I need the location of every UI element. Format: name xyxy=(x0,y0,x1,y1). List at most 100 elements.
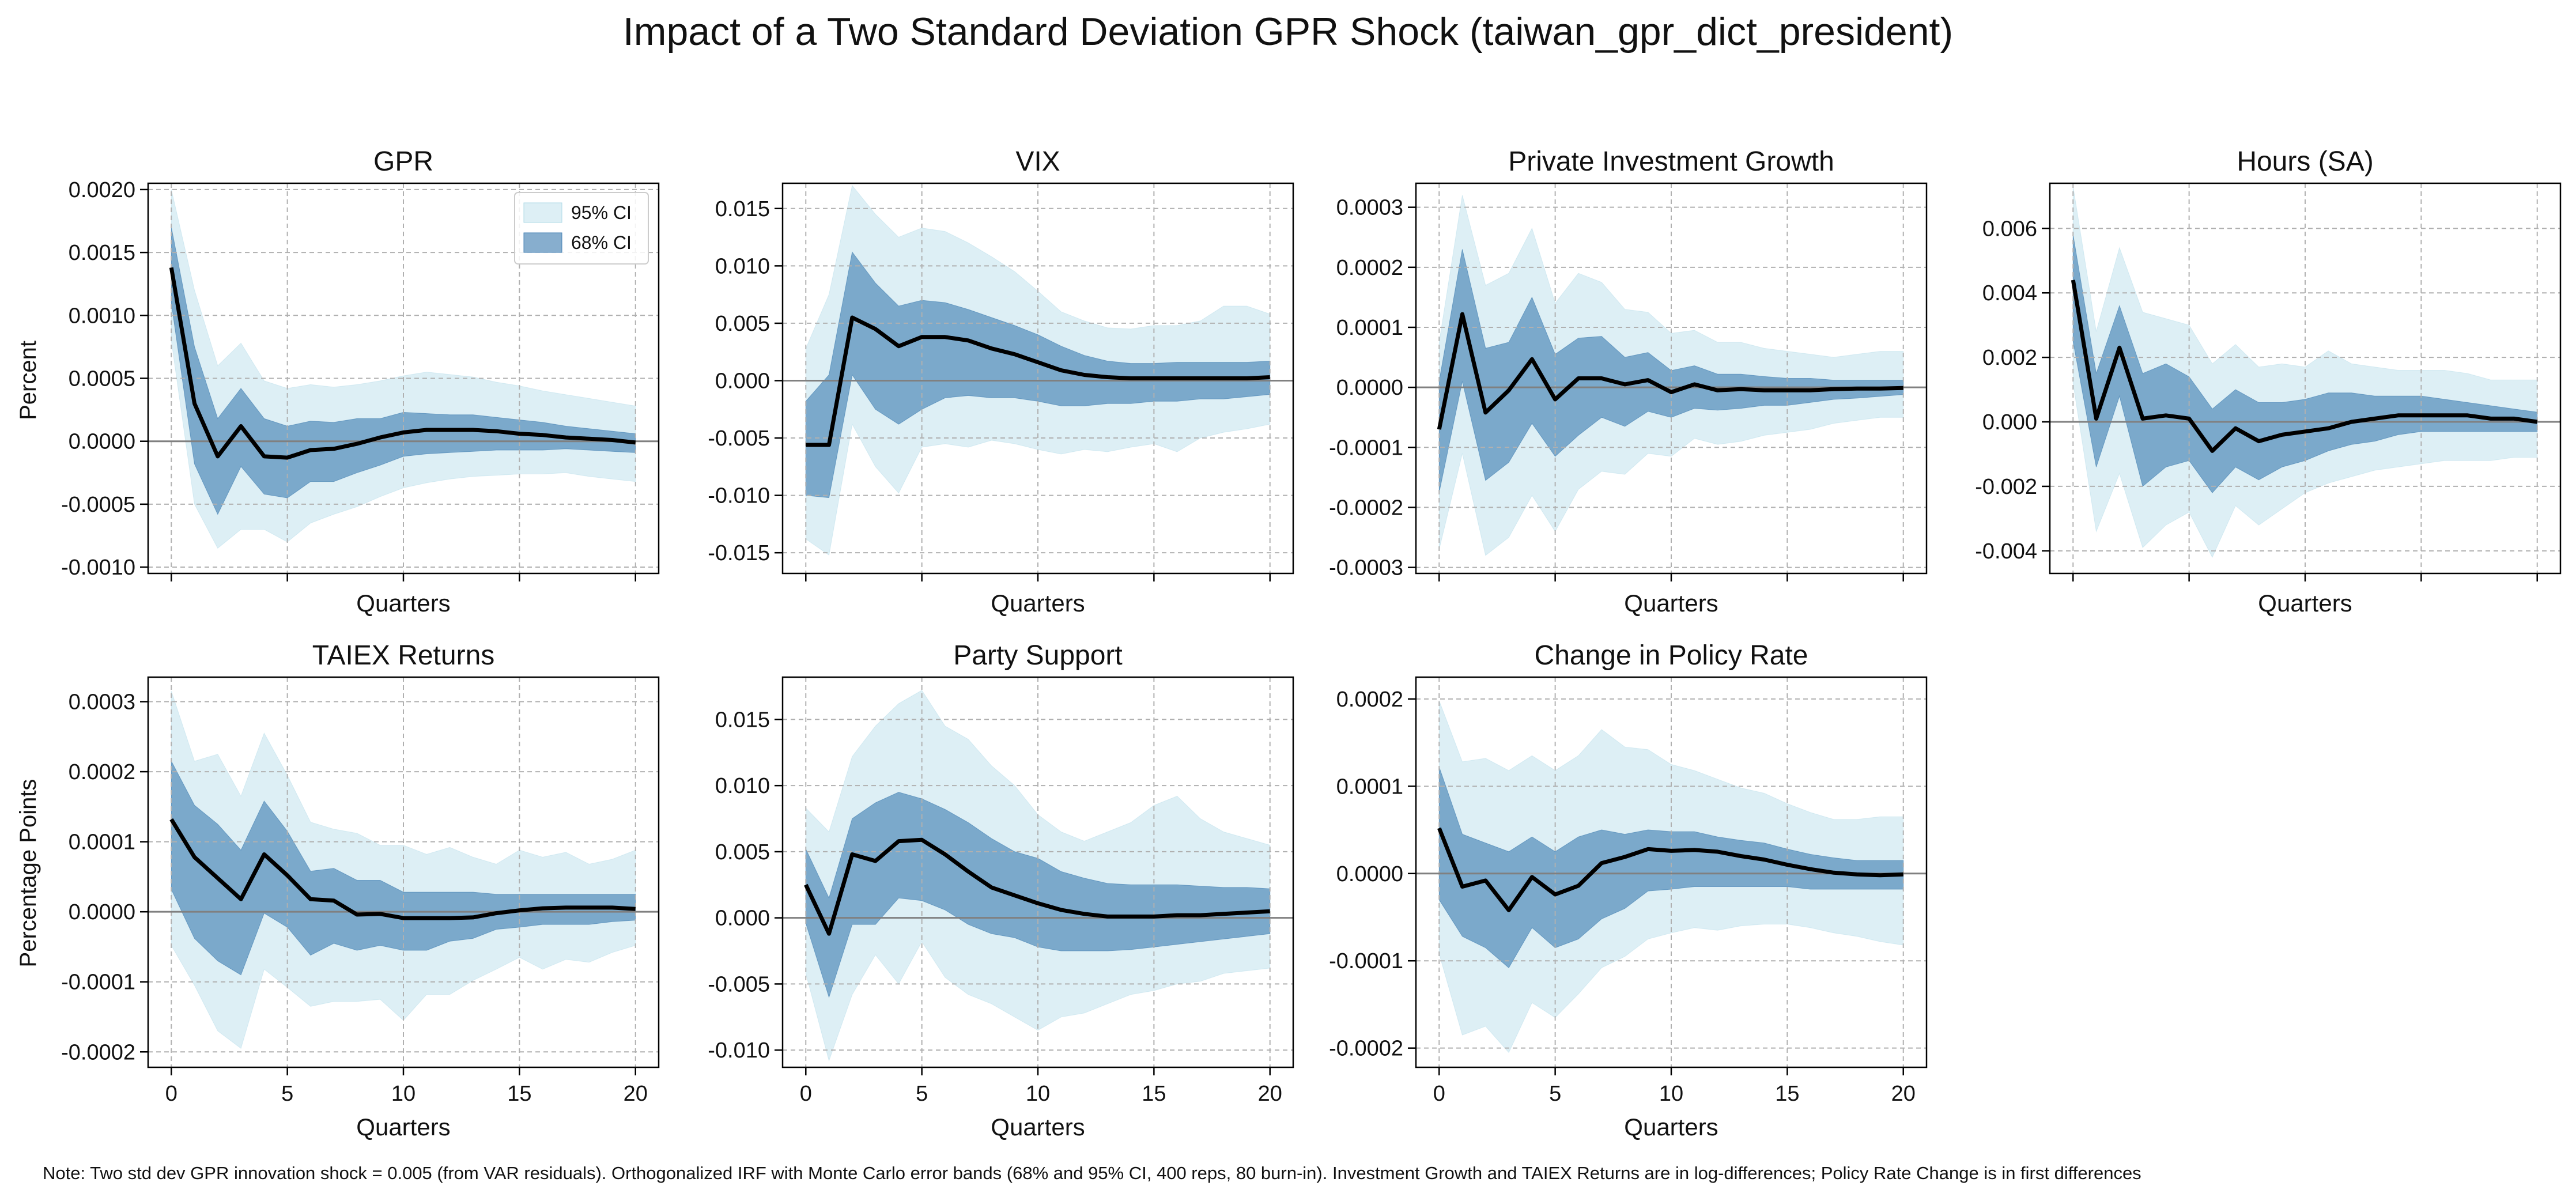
party-support-x-tick-label: 0 xyxy=(800,1082,812,1106)
change-in-policy-rate-y-tick-label: -0.0002 xyxy=(1329,1037,1403,1061)
legend-swatch-95-ci xyxy=(523,202,562,223)
gpr-title: GPR xyxy=(373,146,433,177)
gpr-y-tick-label: 0.0005 xyxy=(69,367,135,391)
figure-title: Impact of a Two Standard Deviation GPR S… xyxy=(623,10,1953,54)
taiex-returns-x-tick-label: 20 xyxy=(624,1082,648,1106)
change-in-policy-rate-y-tick-label: -0.0001 xyxy=(1329,949,1403,973)
taiex-returns-x-tick-label: 10 xyxy=(391,1082,416,1106)
change-in-policy-rate-x-tick-label: 0 xyxy=(1433,1082,1445,1106)
hours-sa-y-tick-label: -0.002 xyxy=(1975,475,2037,499)
change-in-policy-rate-irf-line xyxy=(1437,827,1903,912)
party-support-x-tick-label: 15 xyxy=(1142,1082,1166,1106)
party-support-y-tick-label: -0.005 xyxy=(708,972,770,996)
legend-swatch-68-ci xyxy=(523,232,562,253)
vix-y-tick-label: -0.015 xyxy=(708,541,770,565)
private-investment-growth-y-tick-label: 0.0001 xyxy=(1336,316,1403,340)
gpr-xlabel: Quarters xyxy=(356,590,450,617)
party-support-x-tick-label: 20 xyxy=(1258,1082,1282,1106)
private-investment-growth-y-tick-label: 0.0000 xyxy=(1336,376,1403,400)
taiex-returns-y-tick-label: 0.0001 xyxy=(69,830,135,855)
party-support-x-tick-label: 10 xyxy=(1026,1082,1050,1106)
change-in-policy-rate-x-tick-label: 5 xyxy=(1549,1082,1561,1106)
gpr-y-tick-label: 0.0020 xyxy=(69,178,135,202)
private-investment-growth-title: Private Investment Growth xyxy=(1508,146,1834,177)
taiex-returns-y-tick-label: 0.0002 xyxy=(69,760,135,784)
vix-y-tick-label: 0.010 xyxy=(715,254,770,278)
hours-sa-y-tick-label: 0.004 xyxy=(1982,281,2037,305)
change-in-policy-rate-x-tick-label: 15 xyxy=(1775,1082,1799,1106)
panel-private-investment-growth: -0.0003 -0.0002 -0.0001 0.0000 0.0001 0.0002 0… xyxy=(1329,146,1928,617)
party-support-y-tick-label: 0.000 xyxy=(715,907,770,931)
private-investment-growth-y-tick-label: -0.0003 xyxy=(1329,556,1403,580)
vix-y-tick-label: 0.005 xyxy=(715,312,770,336)
gpr-y-tick-label: 0.0010 xyxy=(69,304,135,328)
plot-area-private-investment-growth xyxy=(1416,183,1927,573)
vix-y-tick-label: -0.005 xyxy=(708,426,770,451)
vix-xlabel: Quarters xyxy=(991,590,1085,617)
plot-area-vix xyxy=(783,183,1293,573)
taiex-returns-y-tick-label: -0.0002 xyxy=(61,1040,135,1064)
taiex-returns-y-tick-label: -0.0001 xyxy=(61,970,135,995)
panel-gpr: -0.0010 -0.0005 0.0000 0.0005 0.0010 0.0015 0.… xyxy=(61,146,660,617)
taiex-returns-title: TAIEX Returns xyxy=(312,640,495,671)
taiex-returns-x-tick-label: 5 xyxy=(281,1082,293,1106)
change-in-policy-rate-y-tick-label: 0.0001 xyxy=(1336,775,1403,799)
taiex-returns-irf-line xyxy=(169,818,636,920)
legend-label-95-ci: 95% CI xyxy=(571,202,632,223)
change-in-policy-rate-title: Change in Policy Rate xyxy=(1535,640,1808,671)
party-support-y-tick-label: 0.010 xyxy=(715,774,770,798)
hours-sa-title: Hours (SA) xyxy=(2237,146,2373,177)
hours-sa-irf-line xyxy=(2071,280,2538,453)
panel-party-support: 0 5 10 15 20 -0.010 -0.005 0.000 0.005 0.010 0.015… xyxy=(708,640,1294,1140)
taiex-returns-y-tick-label: 0.0000 xyxy=(69,900,135,924)
plot-area-party-support xyxy=(783,677,1293,1067)
party-support-y-tick-label: 0.005 xyxy=(715,840,770,864)
panel-vix: -0.015 -0.010 -0.005 0.000 0.005 0.010 0.015 VI… xyxy=(708,146,1294,617)
change-in-policy-rate-y-tick-label: 0.0000 xyxy=(1336,862,1403,886)
legend-label-68-ci: 68% CI xyxy=(571,232,632,253)
vix-y-tick-label: 0.000 xyxy=(715,369,770,393)
party-support-xlabel: Quarters xyxy=(991,1113,1085,1140)
figure-note: Note: Two std dev GPR innovation shock =… xyxy=(43,1163,2141,1183)
change-in-policy-rate-y-tick-label: 0.0002 xyxy=(1336,688,1403,712)
taiex-returns-x-tick-label: 15 xyxy=(507,1082,531,1106)
gpr-y-tick-label: -0.0005 xyxy=(61,493,135,517)
hours-sa-y-tick-label: 0.006 xyxy=(1982,217,2037,241)
change-in-policy-rate-xlabel: Quarters xyxy=(1624,1113,1718,1140)
vix-y-tick-label: 0.015 xyxy=(715,197,770,221)
party-support-x-tick-label: 5 xyxy=(916,1082,928,1106)
vix-y-tick-label: -0.010 xyxy=(708,484,770,508)
plot-area-hours-sa xyxy=(2050,183,2560,573)
gpr-y-tick-label: -0.0010 xyxy=(61,556,135,580)
private-investment-growth-y-tick-label: 0.0003 xyxy=(1336,196,1403,220)
hours-sa-xlabel: Quarters xyxy=(2258,590,2352,617)
row-ylabel-percent: Percent xyxy=(16,341,41,420)
panel-change-in-policy-rate: 0 5 10 15 20 -0.0002 -0.0001 0.0000 0.0001 0.0002… xyxy=(1329,640,1928,1140)
change-in-policy-rate-x-tick-label: 20 xyxy=(1891,1082,1916,1106)
vix-irf-line xyxy=(806,315,1270,447)
panel-hours-sa: -0.004 -0.002 0.000 0.002 0.004 0.006 Hours (S… xyxy=(1975,146,2562,617)
hours-sa-y-tick-label: 0.000 xyxy=(1982,410,2037,435)
party-support-y-tick-label: -0.010 xyxy=(708,1038,770,1063)
vix-title: VIX xyxy=(1015,146,1060,177)
gpr-irf-line xyxy=(169,267,636,460)
party-support-irf-line xyxy=(804,837,1270,936)
plot-area-taiex-returns xyxy=(148,677,659,1067)
gpr-y-tick-label: 0.0015 xyxy=(69,241,135,265)
change-in-policy-rate-x-tick-label: 10 xyxy=(1659,1082,1683,1106)
taiex-returns-xlabel: Quarters xyxy=(356,1113,450,1140)
panel-taiex-returns: 0 5 10 15 20 -0.0002 -0.0001 0.0000 0.0001 0.0002… xyxy=(61,640,660,1140)
party-support-y-tick-label: 0.015 xyxy=(715,708,770,732)
plot-area-gpr xyxy=(148,183,659,573)
hours-sa-y-tick-label: 0.002 xyxy=(1982,346,2037,370)
private-investment-growth-y-tick-label: 0.0002 xyxy=(1336,256,1403,280)
taiex-returns-x-tick-label: 0 xyxy=(165,1082,177,1106)
hours-sa-y-tick-label: -0.004 xyxy=(1975,539,2037,564)
panels: -0.0010-0.00050.00000.00050.00100.00150.… xyxy=(61,146,2562,1140)
gpr-y-tick-label: 0.0000 xyxy=(69,430,135,454)
private-investment-growth-y-tick-label: -0.0002 xyxy=(1329,496,1403,520)
private-investment-growth-y-tick-label: -0.0001 xyxy=(1329,436,1403,460)
taiex-returns-y-tick-label: 0.0003 xyxy=(69,690,135,715)
